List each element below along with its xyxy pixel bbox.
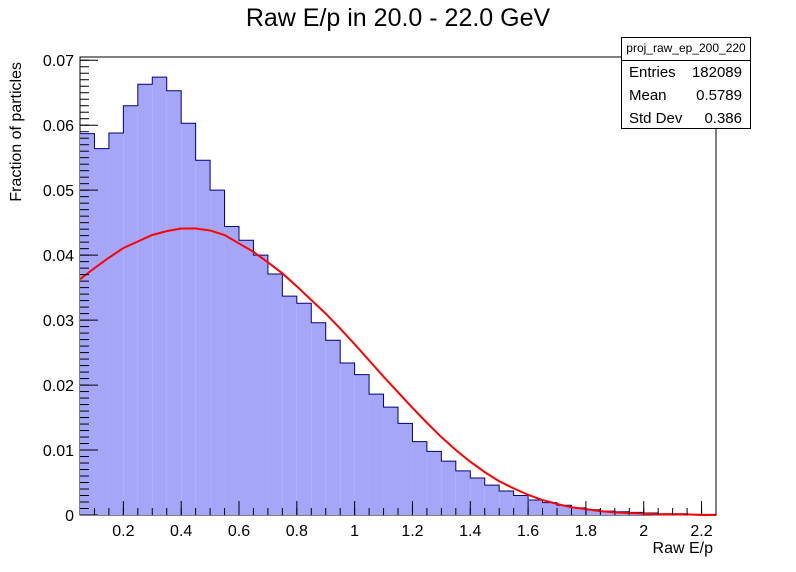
- histogram-bar: [195, 160, 211, 515]
- histogram-bar: [513, 495, 529, 515]
- x-axis-label: Raw E/p: [653, 540, 714, 557]
- y-tick-label: 0.02: [43, 378, 74, 395]
- histogram-bar: [94, 148, 109, 515]
- x-tick-label: 0.4: [170, 523, 192, 540]
- histogram-bar: [441, 461, 456, 515]
- y-axis-label: Fraction of particles: [8, 62, 25, 202]
- histogram-bar: [253, 255, 268, 515]
- histogram-bar: [455, 470, 471, 515]
- histogram-bar: [340, 362, 355, 515]
- stats-mean-row: Mean 0.5789: [622, 84, 750, 107]
- y-tick-label: 0.06: [43, 118, 74, 135]
- x-tick-label: 0.6: [228, 523, 250, 540]
- stats-entries-row: Entries 182089: [622, 61, 750, 84]
- histogram-bar: [296, 303, 312, 515]
- x-tick-label: 2.2: [690, 523, 712, 540]
- histogram-bar: [542, 502, 557, 515]
- x-tick-label: 1.4: [459, 523, 481, 540]
- x-tick-label: 2: [639, 523, 648, 540]
- histogram-bar: [239, 240, 254, 515]
- histogram-bar: [137, 84, 153, 516]
- stats-mean-value: 0.5789: [696, 87, 742, 104]
- stats-entries-label: Entries: [629, 64, 676, 81]
- histogram-bar: [181, 123, 196, 516]
- y-tick-label: 0.03: [43, 313, 74, 330]
- stats-box: proj_raw_ep_200_220 Entries 182089 Mean …: [621, 37, 751, 129]
- fit-curve-group: [79, 227, 716, 516]
- histogram-bar: [166, 90, 182, 516]
- histogram-bar: [484, 485, 500, 515]
- x-axis: 0.2 0.4 0.6 0.8 1 1.2 1.4 1.6 1.8 2 2.2: [93, 501, 717, 540]
- histogram-bar: [499, 490, 514, 515]
- x-tick-label: 0.2: [112, 523, 134, 540]
- histogram-bar: [426, 451, 442, 515]
- histogram-bars: [80, 76, 716, 516]
- stats-histogram-name: proj_raw_ep_200_220: [622, 38, 750, 61]
- histogram-bar: [210, 190, 225, 515]
- histogram-bar: [282, 296, 297, 515]
- histogram-bar: [325, 340, 341, 515]
- fit-curve: [79, 227, 716, 516]
- stats-mean-label: Mean: [629, 87, 667, 104]
- y-tick-label: 0.07: [43, 53, 74, 70]
- histogram-bar: [311, 322, 326, 515]
- y-tick-label: 0: [65, 508, 74, 525]
- histogram-bar: [383, 407, 398, 515]
- histogram-bar: [398, 423, 413, 515]
- stats-stddev-value: 0.386: [704, 110, 742, 127]
- y-tick-label: 0.01: [43, 443, 74, 460]
- x-tick-label: 1.8: [575, 523, 597, 540]
- histogram-bar: [224, 226, 239, 516]
- histogram-bar: [80, 133, 95, 516]
- y-tick-label: 0.05: [43, 183, 74, 200]
- histogram-bar: [412, 441, 427, 515]
- histogram-bar: [267, 273, 283, 515]
- histogram-bar: [470, 477, 485, 515]
- x-tick-label: 1.2: [401, 523, 423, 540]
- y-tick-label: 0.04: [43, 248, 74, 265]
- chart-title: Raw E/p in 20.0 - 22.0 GeV: [245, 4, 551, 32]
- histogram-bar: [528, 500, 543, 515]
- histogram-bar: [369, 394, 384, 515]
- histogram-bar: [600, 511, 615, 515]
- histogram-bar: [557, 505, 572, 515]
- histogram-bar: [152, 77, 167, 515]
- y-axis: 0 0.01 0.02 0.03 0.04 0.05 0.06 0.07: [43, 53, 98, 525]
- histogram-bar: [571, 507, 586, 515]
- histogram-bar: [585, 509, 601, 515]
- stats-stddev-label: Std Dev: [629, 110, 683, 127]
- x-tick-label: 1.6: [517, 523, 539, 540]
- stats-stddev-row: Std Dev 0.386: [622, 107, 750, 130]
- histogram-bar: [108, 133, 124, 515]
- x-tick-label: 0.8: [286, 523, 308, 540]
- stats-entries-value: 182089: [691, 64, 742, 81]
- x-tick-label: 1: [350, 523, 359, 540]
- histogram-bar: [354, 374, 370, 515]
- histogram-bar: [123, 105, 138, 516]
